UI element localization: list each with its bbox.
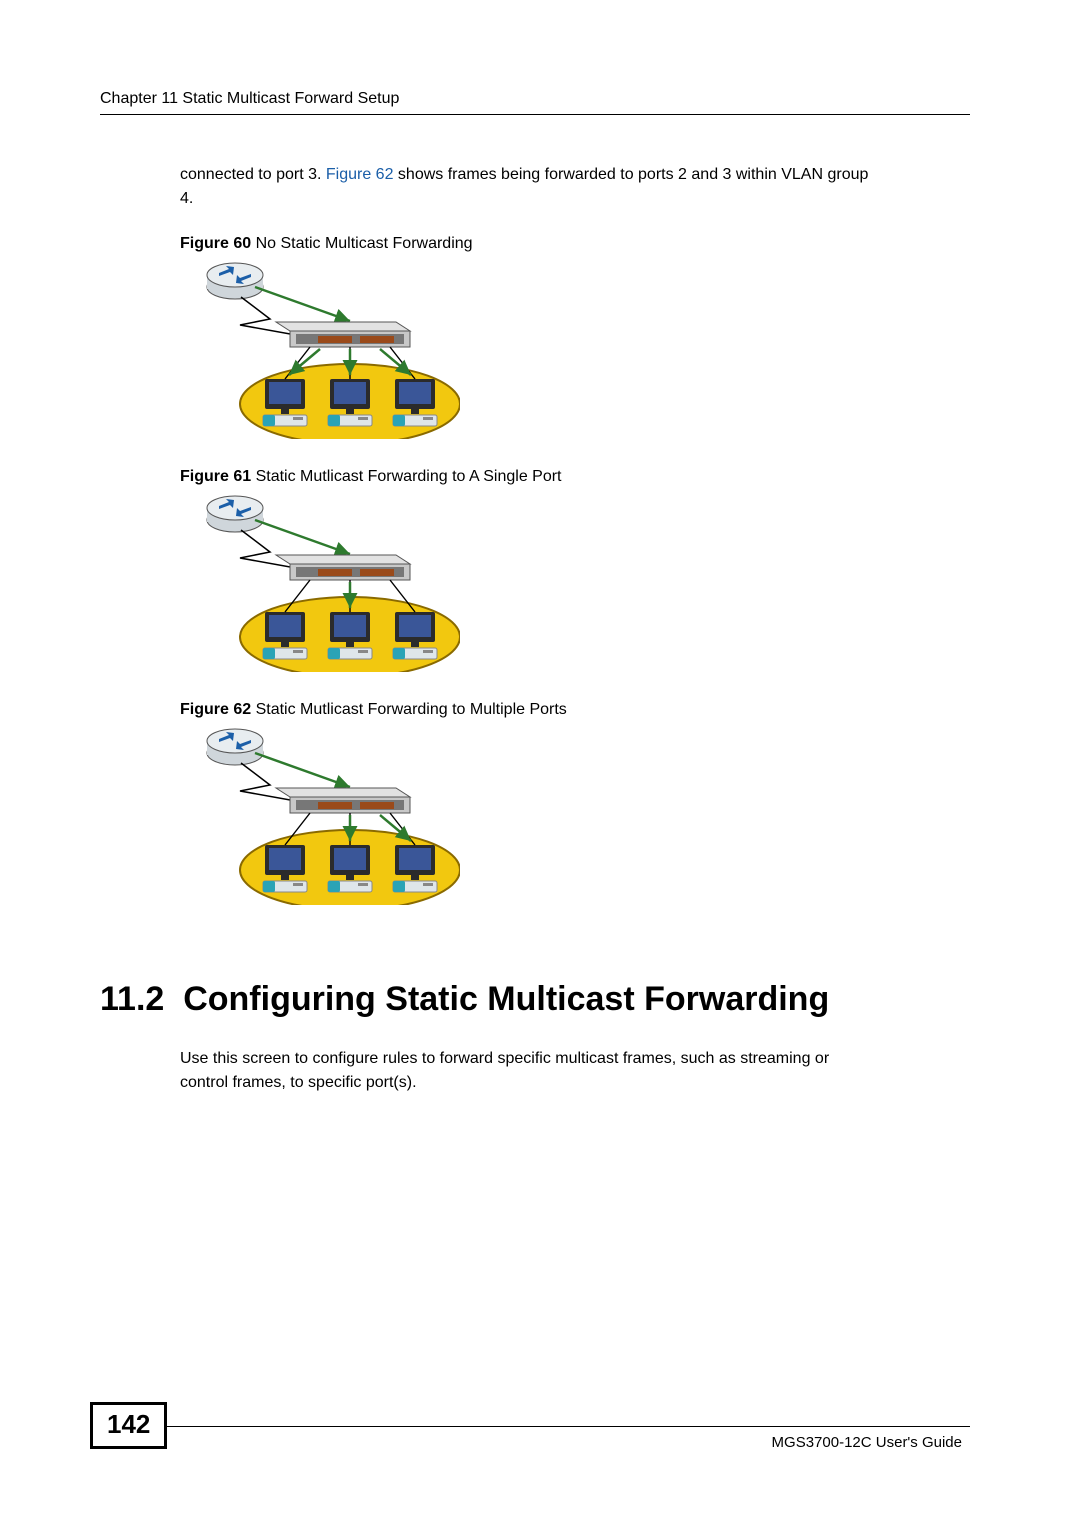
intro-pre: connected to port 3. [180,166,326,183]
chapter-header-text: Chapter 11 Static Multicast Forward Setu… [100,90,399,107]
figure-62-caption: Figure 62 Static Mutlicast Forwarding to… [180,701,970,719]
figure-61-label: Figure 61 [180,468,251,485]
figure-60-text: No Static Multicast Forwarding [251,235,472,252]
figure-62-label: Figure 62 [180,701,251,718]
figure-link[interactable]: Figure 62 [326,166,394,183]
figure-61-text: Static Mutlicast Forwarding to A Single … [251,468,561,485]
figure-60-label: Figure 60 [180,235,251,252]
page-number: 142 [90,1402,167,1449]
page-footer: 142 MGS3700-12C User's Guide [90,1426,970,1427]
figure-60-caption: Figure 60 No Static Multicast Forwarding [180,235,970,253]
figure-61-diagram [200,492,970,677]
figure-62-text: Static Mutlicast Forwarding to Multiple … [251,701,567,718]
intro-paragraph: connected to port 3. Figure 62 shows fra… [180,163,880,211]
document-page: Chapter 11 Static Multicast Forward Setu… [100,90,970,1095]
section-body: Use this screen to configure rules to fo… [180,1047,880,1095]
figure-60-diagram [200,259,970,444]
chapter-header: Chapter 11 Static Multicast Forward Setu… [100,90,970,115]
figure-61-caption: Figure 61 Static Mutlicast Forwarding to… [180,468,970,486]
section-number: 11.2 [100,980,164,1018]
footer-rule [90,1426,970,1427]
section-title-text: Configuring Static Multicast Forwarding [183,980,829,1018]
section-heading: 11.2 Configuring Static Multicast Forwar… [100,980,970,1019]
figure-62-diagram [200,725,970,910]
footer-guide-text: MGS3700-12C User's Guide [772,1434,962,1451]
